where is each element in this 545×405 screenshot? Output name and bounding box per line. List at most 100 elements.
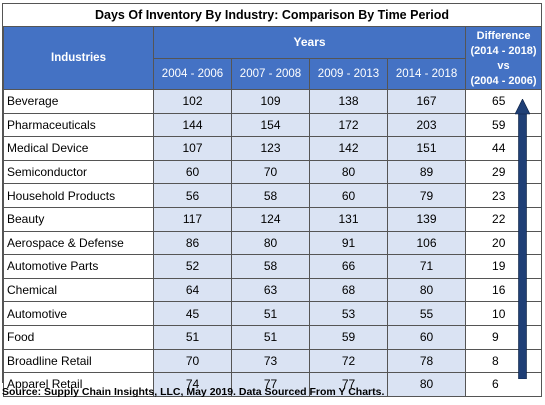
value-cell: 66 bbox=[309, 254, 388, 279]
industry-cell: Aerospace & Defense bbox=[3, 230, 154, 256]
value-cell: 53 bbox=[309, 301, 388, 326]
period-header: 2007 - 2008 bbox=[231, 57, 310, 90]
value-cell: 78 bbox=[386, 348, 467, 374]
value-cell: 138 bbox=[309, 89, 388, 114]
table-row: Beverage 102 109 138 167 65 bbox=[3, 89, 543, 114]
source-note: Source: Supply Chain Insights, LLC, May … bbox=[2, 386, 385, 398]
table-row: Pharmaceuticals 144 154 172 203 59 bbox=[3, 112, 543, 138]
industry-cell: Automotive bbox=[3, 301, 154, 326]
value-cell: 80 bbox=[231, 230, 310, 256]
industry-cell: Apparel Retail bbox=[3, 372, 154, 397]
difference-cell: 10 bbox=[465, 301, 543, 326]
value-cell: 107 bbox=[153, 136, 232, 161]
difference-cell: 8 bbox=[465, 348, 543, 374]
value-cell: 123 bbox=[231, 136, 310, 161]
value-cell: 154 bbox=[231, 112, 310, 138]
value-cell: 102 bbox=[153, 89, 232, 114]
value-cell: 70 bbox=[153, 348, 232, 374]
table-row: Household Products 56 58 60 79 23 bbox=[3, 183, 543, 208]
value-cell: 80 bbox=[386, 277, 467, 303]
difference-cell: 20 bbox=[465, 230, 543, 256]
value-cell: 106 bbox=[386, 230, 467, 256]
value-cell: 91 bbox=[309, 230, 388, 256]
industry-cell: Beverage bbox=[3, 89, 154, 114]
period-header: 2009 - 2013 bbox=[309, 57, 388, 90]
industry-cell: Automotive Parts bbox=[3, 254, 154, 279]
table-row: Broadline Retail 70 73 72 78 8 bbox=[3, 348, 543, 374]
value-cell: 60 bbox=[309, 183, 388, 208]
difference-cell: 29 bbox=[465, 159, 543, 185]
value-cell: 60 bbox=[386, 324, 467, 350]
value-cell: 70 bbox=[231, 159, 310, 185]
difference-cell: 44 bbox=[465, 136, 543, 161]
industry-cell: Pharmaceuticals bbox=[3, 112, 154, 138]
value-cell: 77 bbox=[309, 372, 388, 397]
value-cell: 45 bbox=[153, 301, 232, 326]
table-row: Semiconductor 60 70 80 89 29 bbox=[3, 159, 543, 185]
difference-cell: 59 bbox=[465, 112, 543, 138]
industry-cell: Semiconductor bbox=[3, 159, 154, 185]
table-title: Days Of Inventory By Industry: Compariso… bbox=[3, 4, 541, 27]
value-cell: 51 bbox=[231, 301, 310, 326]
table-body: Beverage 102 109 138 167 65 Pharmaceuticals 144… bbox=[3, 89, 543, 397]
value-cell: 79 bbox=[386, 183, 467, 208]
difference-header-line: (2004 - 2006) bbox=[470, 75, 537, 87]
difference-cell: 9 bbox=[465, 324, 543, 350]
value-cell: 52 bbox=[153, 254, 232, 279]
difference-header-line: (2014 - 2018) bbox=[470, 45, 537, 57]
difference-header-line: vs bbox=[497, 60, 510, 72]
difference-cell: 6 bbox=[465, 372, 543, 397]
value-cell: 56 bbox=[153, 183, 232, 208]
value-cell: 86 bbox=[153, 230, 232, 256]
value-cell: 203 bbox=[386, 112, 467, 138]
difference-header-line: Difference bbox=[476, 30, 531, 42]
value-cell: 64 bbox=[153, 277, 232, 303]
value-cell: 139 bbox=[386, 206, 467, 232]
value-cell: 63 bbox=[231, 277, 310, 303]
table-row: Chemical 64 63 68 80 16 bbox=[3, 277, 543, 303]
value-cell: 68 bbox=[309, 277, 388, 303]
value-cell: 144 bbox=[153, 112, 232, 138]
value-cell: 74 bbox=[153, 372, 232, 397]
value-cell: 72 bbox=[309, 348, 388, 374]
value-cell: 142 bbox=[309, 136, 388, 161]
value-cell: 124 bbox=[231, 206, 310, 232]
difference-cell: 65 bbox=[465, 89, 543, 114]
table-row: Food 51 51 59 60 9 bbox=[3, 324, 543, 350]
value-cell: 172 bbox=[309, 112, 388, 138]
difference-cell: 23 bbox=[465, 183, 543, 208]
value-cell: 80 bbox=[386, 372, 467, 397]
difference-cell: 19 bbox=[465, 254, 543, 279]
industry-cell: Food bbox=[3, 324, 154, 350]
industry-cell: Medical Device bbox=[3, 136, 154, 161]
value-cell: 131 bbox=[309, 206, 388, 232]
years-header: Years bbox=[152, 26, 467, 59]
value-cell: 167 bbox=[386, 89, 467, 114]
value-cell: 51 bbox=[231, 324, 310, 350]
table-row: Automotive Parts 52 58 66 71 19 bbox=[3, 254, 543, 279]
value-cell: 51 bbox=[153, 324, 232, 350]
inventory-table: Industries Years Difference (2014 - 2018… bbox=[3, 26, 543, 397]
value-cell: 109 bbox=[231, 89, 310, 114]
difference-header: Difference (2014 - 2018) vs (2004 - 2006… bbox=[465, 26, 543, 90]
table-row: Aerospace & Defense 86 80 91 106 20 bbox=[3, 230, 543, 256]
industry-cell: Broadline Retail bbox=[3, 348, 154, 374]
value-cell: 55 bbox=[386, 301, 467, 326]
table-row: Medical Device 107 123 142 151 44 bbox=[3, 136, 543, 161]
industries-header: Industries bbox=[3, 26, 154, 90]
value-cell: 73 bbox=[231, 348, 310, 374]
value-cell: 60 bbox=[153, 159, 232, 185]
difference-cell: 16 bbox=[465, 277, 543, 303]
up-arrow-icon bbox=[515, 99, 530, 379]
table-row: Automotive 45 51 53 55 10 bbox=[3, 301, 543, 326]
inventory-table-container: Days Of Inventory By Industry: Compariso… bbox=[2, 3, 543, 397]
period-header: 2014 - 2018 bbox=[386, 57, 467, 90]
value-cell: 89 bbox=[386, 159, 467, 185]
value-cell: 117 bbox=[153, 206, 232, 232]
industry-cell: Beauty bbox=[3, 206, 154, 232]
industry-cell: Chemical bbox=[3, 277, 154, 303]
value-cell: 151 bbox=[386, 136, 467, 161]
table-row: Beauty 117 124 131 139 22 bbox=[3, 206, 543, 232]
value-cell: 58 bbox=[231, 254, 310, 279]
industry-cell: Household Products bbox=[3, 183, 154, 208]
